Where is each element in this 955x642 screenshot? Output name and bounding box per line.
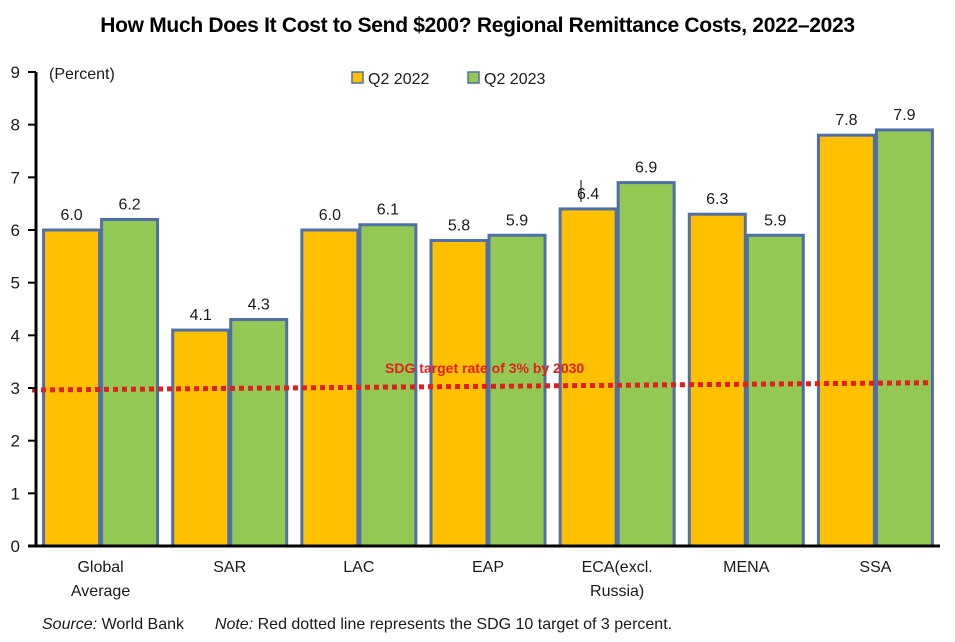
y-tick-label: 1: [11, 484, 20, 503]
x-tick-label: Average: [71, 583, 130, 600]
data-label: 6.3: [706, 191, 728, 208]
source-label: Source:: [42, 616, 98, 633]
bar-q2-2023-6: [874, 128, 934, 548]
axes-group: Global Average SAR LAC EAP ECA(excl. Russia) ME…: [11, 63, 940, 600]
data-label: 4.3: [248, 297, 270, 314]
bar-q2-2023-1: [229, 318, 289, 548]
x-tick-label: MENA: [723, 559, 770, 576]
bar-q2-2023-5: [745, 233, 805, 548]
y-tick-label: 3: [11, 379, 20, 398]
source-text: World Bank: [101, 616, 184, 633]
data-label: 6.0: [319, 207, 341, 224]
x-tick-label: EAP: [472, 559, 504, 576]
bar-q2-2023-0: [100, 217, 160, 548]
y-tick-label: 2: [11, 432, 20, 451]
bar-q2-2022-3: [429, 239, 489, 548]
x-tick-label: SSA: [859, 559, 891, 576]
bar-q2-2022-5: [687, 212, 747, 548]
bar-q2-2022-4: [558, 207, 618, 548]
legend-label-0: Q2 2022: [368, 71, 429, 88]
data-label: 4.1: [190, 307, 212, 324]
y-axis-label: (Percent): [49, 66, 115, 83]
bar-q2-2022-1: [171, 328, 231, 548]
bar-q2-2022-6: [816, 133, 876, 548]
x-tick-label: LAC: [343, 559, 374, 576]
x-tick-label: SAR: [213, 559, 246, 576]
y-tick-label: 9: [11, 63, 20, 82]
data-labels-group: 6.0 6.2 4.1 4.3 6.0 6.1 5.8 5.9 6.4 6.9 6.3 5.9 7.8 7…: [60, 107, 915, 324]
y-tick-label: 6: [11, 221, 20, 240]
data-label: 6.0: [60, 207, 82, 224]
note-text: Red dotted line represents the SDG 10 ta…: [257, 616, 673, 633]
bars-group: [42, 128, 934, 548]
data-label: 5.9: [764, 212, 786, 229]
bar-q2-2023-4: [616, 181, 676, 548]
data-label: 5.9: [506, 212, 528, 229]
data-label: 6.9: [635, 160, 657, 177]
y-tick-label: 8: [11, 116, 20, 135]
x-tick-label: Global: [77, 559, 123, 576]
sdg-target-annotation: SDG target rate of 3% by 2030: [385, 360, 584, 376]
chart-title: How Much Does It Cost to Send $200? Regi…: [100, 14, 855, 37]
x-tick-label: Russia): [590, 583, 644, 600]
legend-swatch-0: [351, 71, 364, 84]
x-tick-label: ECA(excl.: [582, 559, 653, 576]
legend-label-1: Q2 2023: [484, 71, 545, 88]
data-label: 6.1: [377, 202, 399, 219]
y-tick-label: 5: [11, 274, 20, 293]
note-label: Note:: [214, 616, 254, 633]
legend: Q2 2022 Q2 2023: [351, 71, 545, 88]
reference-line-group: SDG target rate of 3% by 2030: [31, 360, 931, 393]
chart-footer: Source: World Bank Note: Red dotted line…: [42, 616, 672, 634]
y-tick-label: 4: [11, 326, 20, 345]
data-label: 7.9: [893, 107, 915, 124]
sdg-target-line: [31, 380, 931, 393]
bar-q2-2023-3: [487, 233, 547, 548]
legend-swatch-1: [467, 71, 480, 84]
data-label: 6.4: [577, 186, 599, 203]
data-label: 7.8: [835, 112, 857, 129]
data-label: 5.8: [448, 218, 470, 235]
data-label: 6.2: [118, 196, 140, 213]
y-tick-label: 0: [11, 537, 20, 556]
y-tick-label: 7: [11, 168, 20, 187]
